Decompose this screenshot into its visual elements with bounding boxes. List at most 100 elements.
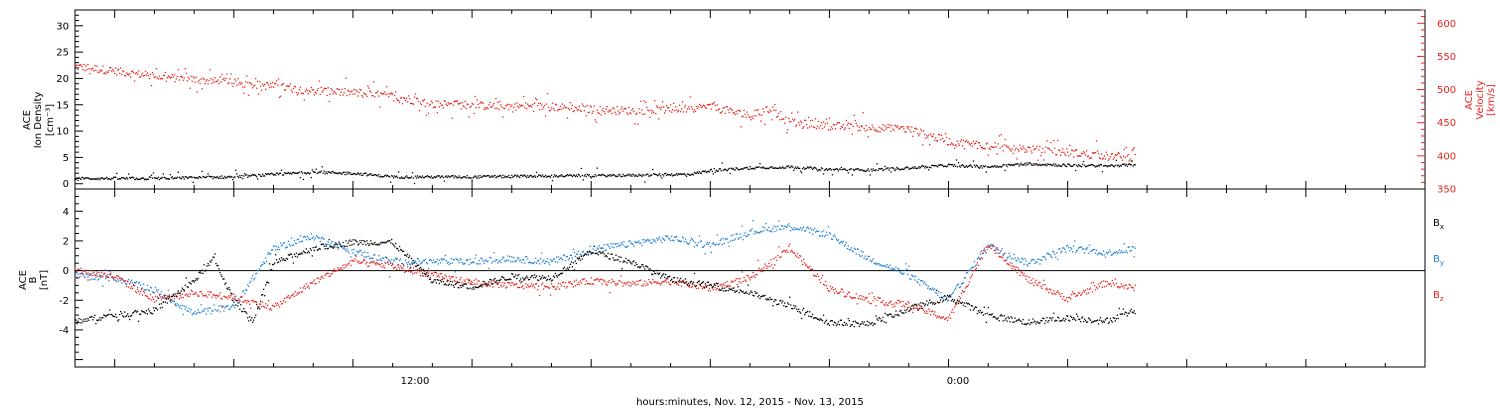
bz-point (851, 297, 853, 299)
bx-point (519, 280, 521, 282)
bx-point (623, 260, 625, 262)
velocity-point (1103, 155, 1106, 157)
bz-point (550, 283, 553, 285)
bz-point (802, 263, 804, 266)
velocity-point (555, 104, 558, 106)
velocity-point (321, 91, 323, 93)
by-point (603, 244, 605, 246)
bx-point (480, 284, 482, 287)
bz-point (98, 272, 100, 274)
density-point (233, 176, 235, 179)
velocity-point (600, 114, 602, 116)
bz-point (892, 306, 894, 308)
velocity-point (525, 102, 527, 104)
bz-point (968, 281, 971, 283)
velocity-point (776, 116, 778, 118)
by-point (1117, 251, 1119, 253)
velocity-point (165, 80, 168, 82)
density-point (1095, 165, 1098, 167)
velocity-point (1014, 149, 1016, 151)
velocity-point (957, 143, 960, 145)
by-point (595, 249, 597, 252)
velocity-point (896, 126, 898, 129)
velocity-point (1033, 149, 1035, 151)
density-point (132, 177, 135, 179)
bz-point (355, 255, 357, 257)
by-point (863, 257, 865, 259)
bz-point (903, 304, 905, 307)
density-point (275, 172, 278, 174)
bz-point (952, 311, 955, 314)
bx-point (580, 255, 582, 257)
density-point (362, 174, 364, 176)
density-point (286, 172, 289, 174)
by-point (272, 245, 275, 247)
bz-point (586, 283, 588, 285)
bx-point (616, 259, 618, 261)
velocity-point (443, 100, 445, 102)
velocity-point (357, 95, 359, 97)
bz-point (256, 301, 258, 303)
by-point (342, 248, 344, 250)
velocity-point (812, 126, 815, 128)
bx-point (112, 315, 114, 317)
density-point (200, 177, 202, 179)
density-point (639, 174, 641, 177)
by-point (945, 297, 948, 299)
velocity-point (624, 107, 626, 110)
density-point (879, 168, 881, 170)
bx-point (179, 292, 181, 294)
bz-point (1063, 296, 1065, 298)
velocity-point (515, 109, 517, 111)
bz-point (513, 284, 515, 286)
velocity-point (909, 129, 911, 131)
by-point (415, 262, 418, 264)
velocity-point (393, 100, 395, 102)
bx-point (516, 277, 518, 280)
velocity-point (1100, 153, 1103, 155)
density-point (1128, 163, 1130, 165)
bz-point (922, 307, 924, 310)
density-point (676, 174, 679, 176)
velocity-point (563, 105, 566, 107)
bx-point (584, 253, 586, 255)
velocity-point (337, 88, 339, 90)
density-point (870, 168, 872, 170)
velocity-point (248, 94, 250, 96)
density-point (1007, 163, 1009, 166)
by-point (252, 274, 254, 277)
density-point (534, 176, 537, 178)
bz-point (193, 293, 195, 295)
by-point (715, 243, 717, 245)
bz-point (827, 289, 830, 292)
velocity-point (588, 111, 590, 113)
density-point (301, 172, 304, 174)
by-point (1064, 248, 1066, 250)
by-point (245, 288, 247, 291)
bx-point (470, 283, 472, 286)
velocity-point (203, 78, 205, 81)
velocity-point (142, 75, 145, 77)
density-point (666, 174, 668, 177)
density-point (867, 168, 869, 170)
bz-point (206, 296, 208, 298)
velocity-point (1013, 145, 1015, 147)
by-point (588, 250, 590, 252)
bz-point (440, 273, 442, 275)
velocity-point (620, 108, 622, 110)
density-point (1084, 166, 1087, 168)
bx-point (192, 279, 194, 282)
by-point (1073, 245, 1075, 247)
bz-point (434, 271, 437, 274)
density-point (287, 171, 290, 174)
density-point (614, 175, 616, 177)
velocity-point (771, 119, 773, 121)
bx-point (609, 258, 611, 260)
density-point (750, 168, 752, 170)
bx-point (203, 264, 205, 266)
velocity-point (162, 74, 165, 76)
bz-point (208, 294, 210, 296)
bx-point (531, 275, 533, 277)
by-point (162, 297, 165, 299)
bx-point (339, 244, 341, 246)
